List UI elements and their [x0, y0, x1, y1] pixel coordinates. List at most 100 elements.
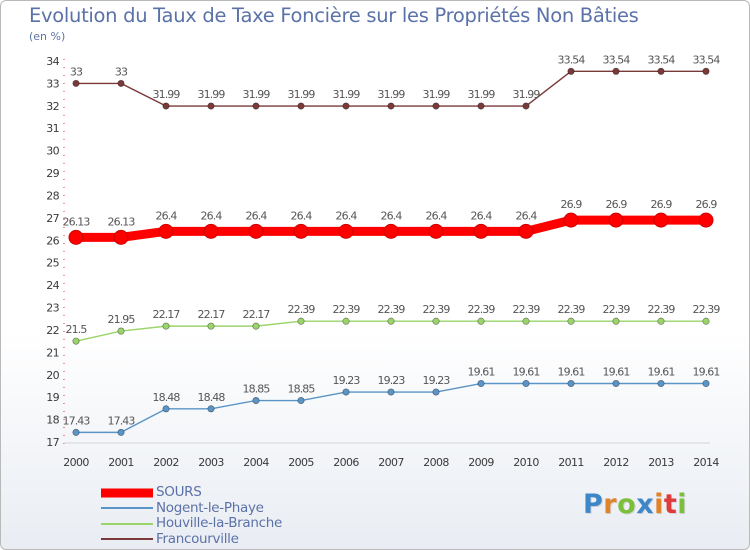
data-label: 26.4	[516, 209, 538, 222]
y-tick-label: 33	[46, 77, 59, 90]
data-label: 19.61	[558, 366, 585, 379]
data-point	[608, 212, 624, 228]
data-label: 33.54	[693, 53, 721, 66]
data-point	[702, 317, 710, 325]
data-point	[113, 229, 129, 245]
data-point	[653, 212, 669, 228]
data-label: 22.39	[603, 303, 631, 316]
data-point	[612, 379, 620, 388]
data-label: 26.4	[471, 209, 493, 222]
data-label: 19.61	[648, 366, 675, 379]
data-point	[68, 229, 84, 245]
data-point	[207, 102, 215, 110]
data-point	[563, 212, 579, 228]
data-label: 18.85	[288, 383, 316, 396]
data-point	[338, 223, 354, 239]
data-label: 19.61	[693, 366, 720, 379]
data-point	[387, 317, 395, 325]
data-point	[342, 317, 350, 325]
data-label: 22.39	[648, 303, 676, 316]
data-label: 22.39	[558, 303, 586, 316]
data-label: 22.17	[153, 308, 181, 321]
x-tick-label: 2004	[243, 456, 269, 469]
data-label: 19.61	[603, 366, 630, 379]
data-point	[567, 379, 575, 388]
chart-axes: 17 18 19 20 21 22 23 24 25 26 27 28 29 30 31 32 33 34 2000…	[46, 55, 720, 469]
data-label: 17.43	[63, 414, 91, 427]
data-point	[252, 396, 260, 405]
data-point	[518, 223, 534, 239]
data-label: 22.39	[333, 303, 361, 316]
data-point	[428, 223, 444, 239]
legend-label: Houville-la-Branche	[156, 515, 283, 531]
data-label: 19.61	[513, 366, 540, 379]
data-label: 26.4	[381, 209, 403, 222]
data-point	[387, 388, 395, 396]
data-point	[72, 79, 80, 87]
data-label: 19.23	[333, 374, 361, 387]
data-point	[297, 317, 305, 325]
data-point	[207, 405, 215, 413]
data-point	[383, 223, 399, 239]
data-point	[702, 379, 710, 388]
data-point	[432, 317, 440, 325]
data-point	[657, 379, 665, 388]
data-point	[702, 67, 710, 75]
y-tick-label: 32	[46, 100, 59, 113]
x-tick-label: 2002	[153, 456, 179, 469]
data-label: 18.48	[153, 391, 181, 404]
y-tick-label: 29	[46, 167, 59, 180]
data-label: 26.13	[63, 215, 91, 228]
x-tick-label: 2012	[603, 456, 629, 469]
legend-swatch	[101, 507, 153, 510]
y-tick-label: 19	[46, 391, 59, 404]
data-point	[117, 428, 125, 436]
data-point	[567, 317, 575, 325]
data-point	[72, 337, 80, 345]
x-tick-label: 2010	[513, 456, 539, 469]
data-label: 33	[70, 65, 83, 78]
data-label: 31.99	[513, 88, 541, 101]
data-point	[162, 405, 170, 413]
data-label: 22.39	[288, 303, 316, 316]
data-point	[117, 327, 125, 335]
legend-label: SOURS	[156, 484, 202, 500]
data-label: 18.48	[198, 391, 226, 404]
data-label: 33.54	[648, 53, 676, 66]
data-label: 26.9	[651, 198, 673, 211]
data-point	[297, 102, 305, 110]
y-tick-label: 23	[46, 302, 59, 315]
data-point	[567, 67, 575, 75]
data-label: 22.39	[378, 303, 406, 316]
data-point	[522, 317, 530, 325]
data-point	[162, 322, 170, 330]
data-label: 31.99	[243, 88, 271, 101]
data-label: 26.4	[336, 209, 358, 222]
x-tick-label: 2011	[558, 456, 584, 469]
x-tick-label: 2008	[423, 456, 449, 469]
data-point	[432, 388, 440, 396]
data-label: 33	[115, 65, 128, 78]
data-label: 19.61	[468, 366, 495, 379]
y-tick-label: 30	[46, 145, 59, 158]
data-point	[657, 67, 665, 75]
data-point	[477, 317, 485, 325]
y-tick-label: 27	[46, 212, 59, 225]
data-label: 19.23	[423, 374, 451, 387]
data-point	[612, 67, 620, 75]
data-label: 26.4	[426, 209, 448, 222]
data-label: 22.39	[423, 303, 451, 316]
data-point	[297, 396, 305, 405]
x-tick-label: 2001	[108, 456, 134, 469]
data-point	[477, 379, 485, 388]
data-label: 26.13	[108, 215, 136, 228]
data-point	[252, 102, 260, 110]
legend-label: Nogent-le-Phaye	[156, 499, 264, 516]
data-point	[248, 223, 264, 239]
x-tick-label: 2003	[198, 456, 224, 469]
data-point	[698, 212, 714, 228]
x-tick-label: 2014	[693, 456, 719, 469]
y-tick-label: 21	[46, 346, 59, 359]
data-label: 21.5	[66, 323, 88, 336]
